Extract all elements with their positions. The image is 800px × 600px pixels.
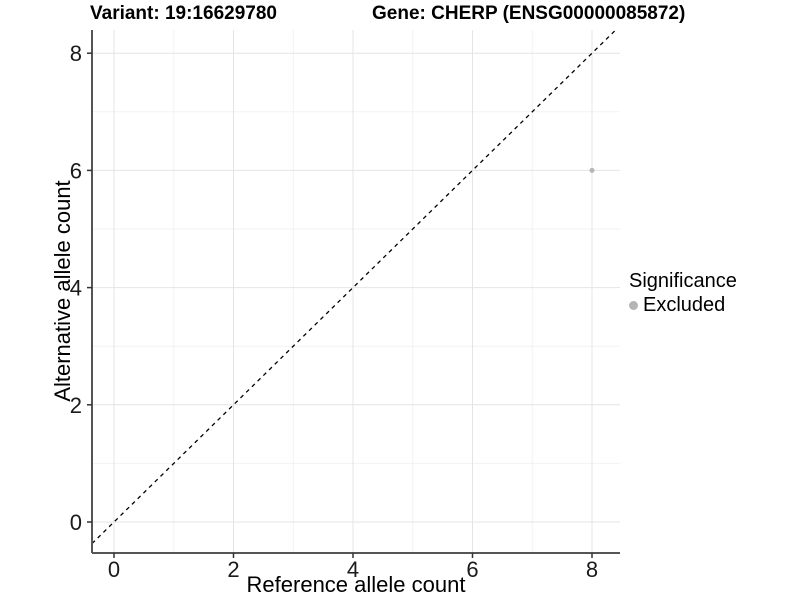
legend: Significance Excluded: [629, 270, 737, 316]
variant-title: Variant: 19:16629780: [90, 3, 277, 24]
y-axis-title: Alternative allele count: [50, 180, 75, 402]
legend-title: Significance: [629, 270, 737, 292]
tick-label: 0: [108, 557, 120, 582]
tick-label: 2: [70, 393, 82, 418]
tick-label: 6: [70, 158, 82, 183]
gene-title: Gene: CHERP (ENSG00000085872): [372, 3, 686, 24]
identity-dashed-line: [91, 29, 617, 545]
tick-label: 8: [70, 41, 82, 66]
tick-label: 8: [586, 557, 598, 582]
x-axis-title: Reference allele count: [246, 572, 466, 597]
legend-entry-label: Excluded: [643, 294, 726, 316]
tick-label: 4: [347, 557, 359, 582]
tick-label: 0: [70, 510, 82, 535]
data-point: [589, 167, 595, 173]
tick-label: 6: [466, 557, 478, 582]
excluded-point-icon: [629, 300, 638, 310]
tick-label: 4: [70, 276, 82, 301]
legend-entry-excluded: Excluded: [629, 294, 737, 316]
tick-label: 2: [227, 557, 239, 582]
